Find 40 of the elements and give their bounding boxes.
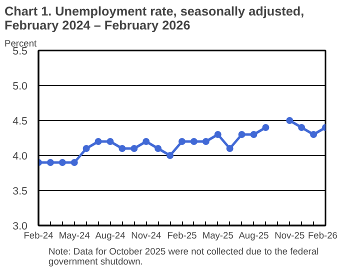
point <box>214 131 222 138</box>
point <box>178 138 186 145</box>
point <box>70 159 78 166</box>
point <box>166 152 174 159</box>
point <box>130 145 138 152</box>
point <box>310 131 318 138</box>
x-tick-label: Feb-26 <box>308 230 337 240</box>
y-tick-label: 4.0 <box>12 150 28 162</box>
point <box>238 131 246 138</box>
x-tick-label: May-25 <box>202 230 234 240</box>
point <box>106 138 114 145</box>
point <box>190 138 198 145</box>
point <box>250 131 258 138</box>
y-tick-label: 3.0 <box>12 220 28 232</box>
y-tick-label: 4.5 <box>12 116 28 128</box>
y-tick-label: 5.0 <box>12 80 28 92</box>
x-tick-label: May-24 <box>58 230 90 240</box>
point <box>142 138 150 145</box>
x-tick-label: Aug-25 <box>238 230 269 240</box>
point <box>82 145 90 152</box>
y-tick-label: 3.5 <box>12 186 28 198</box>
y-tick-label: 5.5 <box>12 46 28 58</box>
x-tick-label: Feb-25 <box>167 230 197 240</box>
point <box>154 145 162 152</box>
text: Note: Data for October 2025 were not collected due to the federal government shutdown. <box>48 246 319 266</box>
point <box>202 138 210 145</box>
point <box>46 159 54 166</box>
point <box>226 145 234 152</box>
point <box>118 145 126 152</box>
x-tick-label: Aug-24 <box>95 230 126 240</box>
x-tick-label: Nov-25 <box>274 230 305 240</box>
x-tick-label: Feb-24 <box>24 230 54 240</box>
point <box>298 124 306 131</box>
x-tick-label: Nov-24 <box>131 230 162 240</box>
y-axis-title: Percent <box>4 38 38 48</box>
chart-title: Chart 1. Unemployment rate, seasonally adjusted, February 2024 – February 2026 <box>4 4 304 32</box>
point <box>262 124 270 131</box>
point <box>286 117 294 124</box>
point <box>58 159 66 166</box>
point <box>94 138 102 145</box>
